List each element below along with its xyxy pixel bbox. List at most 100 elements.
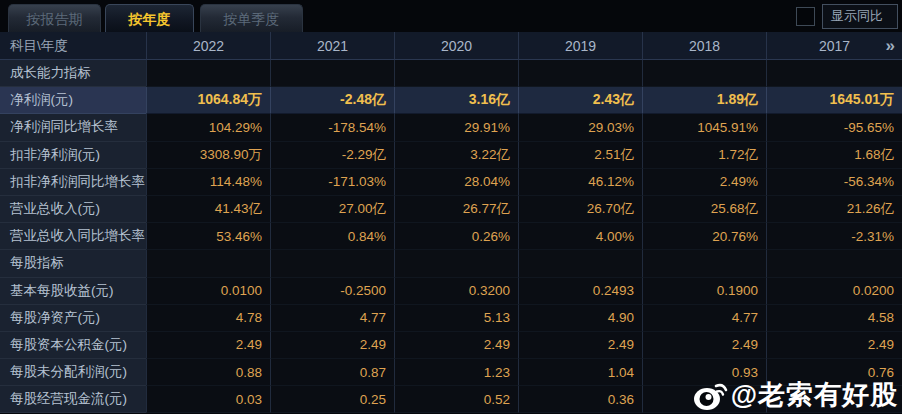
cell-value: 25.68亿 xyxy=(642,196,766,223)
row-label: 每股未分配利润(元) xyxy=(0,359,146,386)
cell-value: -171.03% xyxy=(270,169,394,196)
cell-value: 1.23 xyxy=(394,359,518,386)
cell-value: -95.65% xyxy=(766,114,902,141)
cell-value: 104.29% xyxy=(146,114,270,141)
cell-value: 41.43亿 xyxy=(146,196,270,223)
cell-value: 1645.01万 xyxy=(766,87,902,114)
cell-value: 0.84% xyxy=(270,223,394,250)
row-label: 成长能力指标 xyxy=(0,60,146,87)
cell-value: 53.46% xyxy=(146,223,270,250)
table-row[interactable]: 每股未分配利润(元)0.880.871.231.040.930.76 xyxy=(0,359,902,386)
cell-value: 0.36 xyxy=(518,386,642,413)
tab-single-quarter[interactable]: 按单季度 xyxy=(200,4,303,32)
row-label: 净利润同比增长率 xyxy=(0,114,146,141)
cell-value: 3308.90万 xyxy=(146,142,270,169)
cell-value xyxy=(394,250,518,277)
year-column-header: 2019 xyxy=(518,32,642,60)
table-row[interactable]: 扣非净利润(元)3308.90万-2.29亿3.22亿2.51亿1.72亿1.6… xyxy=(0,142,902,169)
cell-value: 0.25 xyxy=(270,386,394,413)
table-row[interactable]: 营业总收入同比增长率53.46%0.84%0.26%4.00%20.76%-2.… xyxy=(0,223,902,250)
year-column-header: 2017» xyxy=(766,32,902,60)
cell-value: 26.70亿 xyxy=(518,196,642,223)
period-tabbar: 按报告期 按年度 按单季度 显示同比 xyxy=(0,0,902,32)
cell-value: 4.58 xyxy=(766,305,902,332)
cell-value: -56.34% xyxy=(766,169,902,196)
cell-value: 2.49 xyxy=(394,332,518,359)
tab-report-period[interactable]: 按报告期 xyxy=(8,4,101,32)
cell-value: 0.3200 xyxy=(394,278,518,305)
cell-value xyxy=(642,60,766,87)
cell-value: -0.2500 xyxy=(270,278,394,305)
cell-value xyxy=(518,250,642,277)
cell-value xyxy=(270,250,394,277)
cell-value: 0.88 xyxy=(146,359,270,386)
table-row[interactable]: 每股资本公积金(元)2.492.492.492.492.492.49 xyxy=(0,332,902,359)
cell-value xyxy=(766,250,902,277)
show-yoy-checkbox[interactable] xyxy=(796,7,815,26)
cell-value: 0.76 xyxy=(766,359,902,386)
cell-value: -2.31% xyxy=(766,223,902,250)
cell-value: 1.04 xyxy=(518,359,642,386)
cell-value xyxy=(518,60,642,87)
row-label: 扣非净利润(元) xyxy=(0,142,146,169)
cell-value: 1045.91% xyxy=(642,114,766,141)
cell-value: 2.49 xyxy=(642,332,766,359)
row-label: 每股指标 xyxy=(0,250,146,277)
tab-annual[interactable]: 按年度 xyxy=(105,4,194,32)
more-years-chevron-icon[interactable]: » xyxy=(886,37,895,54)
cell-value xyxy=(642,386,766,413)
cell-value: 28.04% xyxy=(394,169,518,196)
table-row[interactable]: 扣非净利润同比增长率114.48%-171.03%28.04%46.12%2.4… xyxy=(0,169,902,196)
cell-value: 4.78 xyxy=(146,305,270,332)
table-row[interactable]: 每股净资产(元)4.784.775.134.904.774.58 xyxy=(0,305,902,332)
cell-value: 29.91% xyxy=(394,114,518,141)
cell-value xyxy=(146,60,270,87)
cell-value: 1.89亿 xyxy=(642,87,766,114)
cell-value: 0.93 xyxy=(642,359,766,386)
cell-value xyxy=(394,60,518,87)
cell-value: 46.12% xyxy=(518,169,642,196)
cell-value: 4.00% xyxy=(518,223,642,250)
cell-value: 0.87 xyxy=(270,359,394,386)
cell-value: 114.48% xyxy=(146,169,270,196)
cell-value: 27.00亿 xyxy=(270,196,394,223)
header-row: 科目\年度 202220212020201920182017» xyxy=(0,32,902,60)
cell-value: 1.72亿 xyxy=(642,142,766,169)
cell-value: 1064.84万 xyxy=(146,87,270,114)
cell-value: 21.26亿 xyxy=(766,196,902,223)
cell-value: 2.51亿 xyxy=(518,142,642,169)
year-column-header: 2021 xyxy=(270,32,394,60)
row-label: 基本每股收益(元) xyxy=(0,278,146,305)
row-label: 营业总收入同比增长率 xyxy=(0,223,146,250)
cell-value xyxy=(146,250,270,277)
row-label: 每股净资产(元) xyxy=(0,305,146,332)
cell-value: 3.22亿 xyxy=(394,142,518,169)
table-row[interactable]: 净利润同比增长率104.29%-178.54%29.91%29.03%1045.… xyxy=(0,114,902,141)
cell-value xyxy=(766,386,902,413)
cell-value: 2.49 xyxy=(146,332,270,359)
year-column-header: 2020 xyxy=(394,32,518,60)
table-row[interactable]: 每股经营现金流(元)0.030.250.520.36 xyxy=(0,386,902,413)
cell-value: 26.77亿 xyxy=(394,196,518,223)
cell-value: 2.43亿 xyxy=(518,87,642,114)
cell-value: 0.0200 xyxy=(766,278,902,305)
show-yoy-label[interactable]: 显示同比 xyxy=(822,4,898,29)
cell-value: 29.03% xyxy=(518,114,642,141)
cell-value: 0.2493 xyxy=(518,278,642,305)
row-label: 营业总收入(元) xyxy=(0,196,146,223)
cell-value: -2.29亿 xyxy=(270,142,394,169)
year-column-header: 2018 xyxy=(642,32,766,60)
cell-value xyxy=(642,250,766,277)
cell-value: 3.16亿 xyxy=(394,87,518,114)
cell-value: 0.52 xyxy=(394,386,518,413)
table-row[interactable]: 营业总收入(元)41.43亿27.00亿26.77亿26.70亿25.68亿21… xyxy=(0,196,902,223)
cell-value: 0.1900 xyxy=(642,278,766,305)
corner-header: 科目\年度 xyxy=(0,32,146,60)
cell-value: -2.48亿 xyxy=(270,87,394,114)
table-row[interactable]: 净利润(元)1064.84万-2.48亿3.16亿2.43亿1.89亿1645.… xyxy=(0,87,902,114)
cell-value xyxy=(766,60,902,87)
section-header-row: 成长能力指标 xyxy=(0,60,902,87)
cell-value: 2.49% xyxy=(642,169,766,196)
cell-value: 4.77 xyxy=(642,305,766,332)
table-row[interactable]: 基本每股收益(元)0.0100-0.25000.32000.24930.1900… xyxy=(0,278,902,305)
